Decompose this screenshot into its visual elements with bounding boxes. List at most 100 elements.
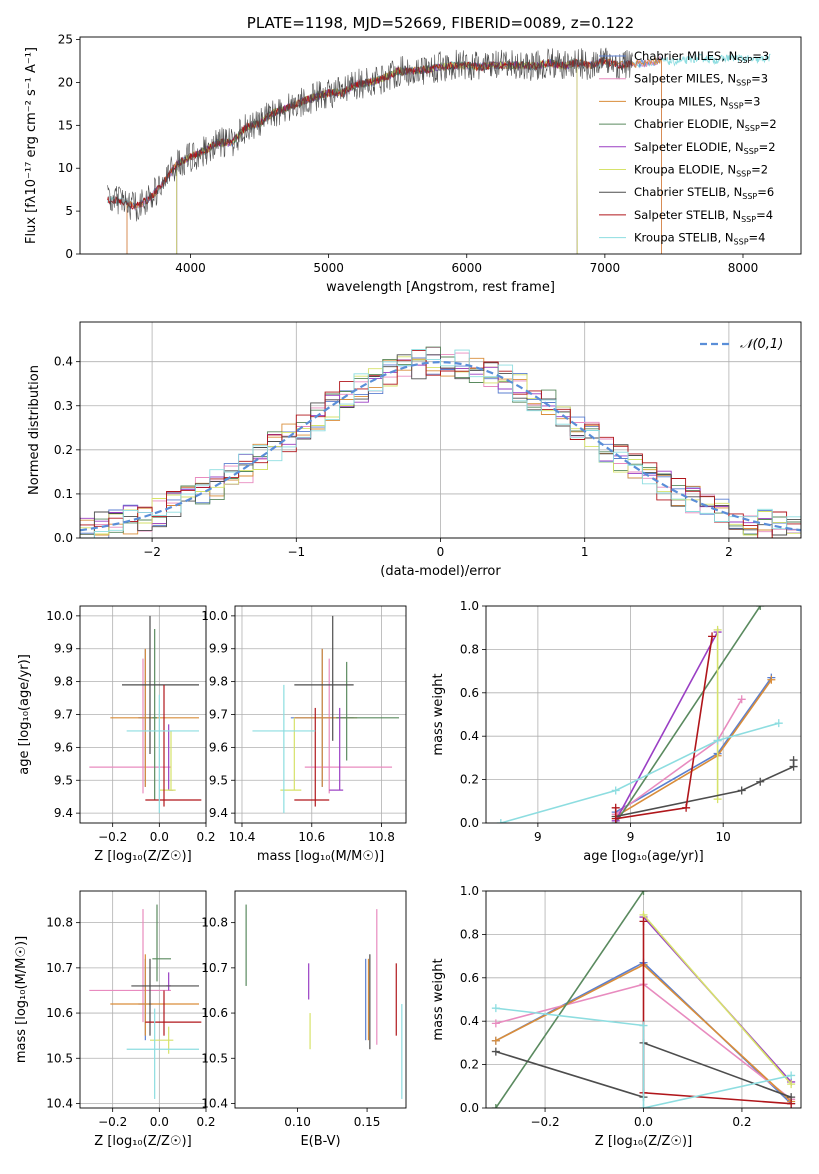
- weight-marker: [639, 1104, 648, 1108]
- y-axis-label: Flux [fλ10⁻¹⁷ erg cm⁻² s⁻¹ A⁻¹]: [24, 47, 39, 244]
- weight-marker: [682, 803, 691, 812]
- x-tick-label: 7000: [590, 261, 621, 275]
- weight-line: [614, 631, 719, 822]
- x-tick-label: −1: [287, 545, 305, 559]
- y-tick-label: 10.5: [46, 1051, 73, 1065]
- y-tick-label: 10.6: [201, 1006, 228, 1020]
- weight-marker: [756, 777, 765, 786]
- legend-value: =6: [757, 185, 774, 199]
- y-axis-label: Normed distribution: [27, 365, 42, 495]
- y-tick-label: 9.7: [54, 708, 73, 722]
- weight-marker: [491, 1047, 500, 1056]
- weight-lines: [491, 891, 796, 1108]
- y-tick-label: 0.0: [460, 1101, 479, 1115]
- x-axis-label: E(B-V): [300, 1134, 340, 1149]
- weight-line: [495, 1007, 792, 1108]
- y-tick-label: 9.8: [209, 675, 228, 689]
- y-tick-label: 0.3: [54, 399, 73, 413]
- legend-value: =3: [744, 94, 761, 108]
- weight-line: [615, 760, 795, 818]
- x-tick-label: 0.0: [150, 830, 169, 844]
- legend-label: Chabrier ELODIE, NSSP=2: [634, 117, 777, 133]
- x-tick-label: 10: [716, 830, 731, 844]
- weight-marker: [737, 695, 746, 704]
- legend-subscript: SSP: [737, 56, 752, 65]
- x-tick-label: 0.0: [634, 1115, 653, 1129]
- y-tick-label: 0.0: [54, 531, 73, 545]
- legend-subscript: SSP: [729, 101, 744, 110]
- y-tick-label: 25: [58, 33, 73, 47]
- legend-value: =3: [752, 49, 769, 63]
- errorbars: [89, 904, 202, 1099]
- residual-panel: −2 −1 0 1 2 0.0 0.1 0.2 0.3 0.4 (data-model)/error…: [27, 321, 802, 579]
- y-tick-label: 10: [58, 161, 73, 175]
- weight-marker: [789, 756, 798, 765]
- legend-label: Salpeter ELODIE, NSSP=2: [634, 140, 776, 156]
- y-tick-label: 9.4: [209, 806, 228, 820]
- weight-marker: [708, 632, 717, 641]
- weight-marker: [611, 803, 620, 812]
- weight-line: [642, 921, 792, 1105]
- weight-marker: [713, 625, 722, 634]
- errorbars: [89, 615, 202, 814]
- x-tick-label: 0: [437, 545, 445, 559]
- y-tick-label: 10.5: [201, 1051, 228, 1065]
- legend-label: Kroupa MILES, NSSP=3: [634, 94, 760, 110]
- weight-marker: [713, 736, 722, 745]
- x-tick-label: 10.8: [368, 830, 395, 844]
- x-tick-label: 6000: [451, 261, 482, 275]
- x-tick-label: 9: [627, 830, 635, 844]
- weight-marker: [737, 786, 746, 795]
- weight-line: [615, 679, 773, 818]
- x-tick-label: −0.2: [98, 830, 127, 844]
- legend-value: =4: [749, 231, 766, 245]
- spectrum-line: [176, 59, 578, 254]
- x-tick-label: 1: [581, 545, 589, 559]
- mass-vs-ebv-panel: 0.10 0.15 10.4 10.5 10.6 10.7 10.8 E(B-V): [201, 890, 407, 1149]
- spectrum-panel: PLATE=1198, MJD=52669, FIBERID=0089, z=0…: [24, 14, 802, 295]
- weight-line: [615, 677, 773, 813]
- y-tick-label: 10.6: [46, 1006, 73, 1020]
- legend-subscript: SSP: [742, 192, 757, 201]
- x-tick-label: −0.2: [98, 1115, 127, 1129]
- weight-marker: [491, 1004, 500, 1013]
- x-tick-label: −0.2: [530, 1115, 559, 1129]
- y-tick-label: 10.7: [201, 961, 228, 975]
- y-tick-label: 9.5: [209, 773, 228, 787]
- x-tick-label: 0.10: [284, 1115, 311, 1129]
- plot-frame: [79, 321, 802, 539]
- legend-label: Kroupa ELODIE, NSSP=2: [634, 163, 768, 179]
- histogram-line: [80, 357, 801, 538]
- y-tick-label: 0.4: [54, 355, 73, 369]
- weight-marker: [491, 1019, 500, 1028]
- y-tick-label: 0.1: [54, 487, 73, 501]
- plot-frame: [234, 890, 407, 1109]
- weight-marker: [787, 1080, 796, 1089]
- x-tick-label: 0.2: [732, 1115, 751, 1129]
- legend-value: =3: [751, 72, 768, 86]
- y-tick-label: 9.8: [54, 675, 73, 689]
- spectrum-line: [176, 58, 578, 254]
- plot-frame: [234, 605, 407, 824]
- x-axis-label: age [log₁₀(age/yr)]: [583, 849, 704, 864]
- x-axis-label: wavelength [Angstrom, rest frame]: [326, 280, 555, 295]
- x-axis-label: Z [log₁₀(Z/Z☉)]: [94, 849, 191, 864]
- plot-frame: [485, 890, 802, 1109]
- y-tick-label: 9.4: [54, 806, 73, 820]
- y-tick-label: 9.9: [209, 642, 228, 656]
- y-tick-label: 10.7: [46, 961, 73, 975]
- y-tick-label: 1.0: [460, 884, 479, 898]
- x-tick-label: 8000: [728, 261, 759, 275]
- y-tick-label: 9.5: [54, 773, 73, 787]
- x-axis-label: mass [log₁₀(M/M☉)]: [257, 849, 384, 864]
- legend-label: Salpeter STELIB, NSSP=4: [634, 208, 773, 224]
- x-axis-label: (data-model)/error: [380, 564, 501, 579]
- errorbars: [252, 615, 400, 814]
- spectrum-line: [176, 58, 578, 254]
- y-tick-label: 0.6: [460, 686, 479, 700]
- y-tick-label: 9.6: [54, 740, 73, 754]
- x-tick-label: 10.4: [229, 830, 256, 844]
- y-axis-label: mass [log₁₀(M/M☉)]: [14, 936, 29, 1063]
- x-tick-label: 2: [725, 545, 733, 559]
